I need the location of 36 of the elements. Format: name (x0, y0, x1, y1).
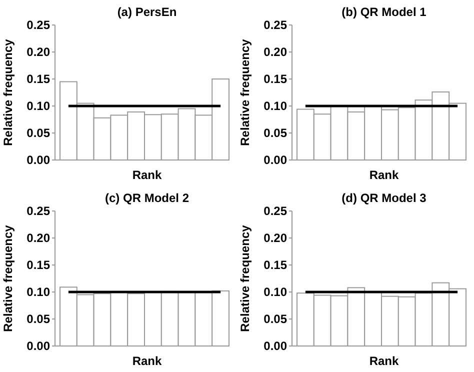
y-tick-label: 0.25 (26, 18, 50, 32)
y-tick-label: 0.15 (26, 72, 50, 86)
x-axis-title: Rank (369, 168, 399, 182)
y-tick-label: 0.15 (264, 258, 288, 272)
y-tick-label: 0.10 (26, 285, 50, 300)
y-tick-label: 0.20 (264, 45, 288, 60)
y-tick-label: 0.05 (264, 126, 288, 140)
x-axis-title: Rank (132, 354, 162, 368)
y-axis-title: Relative frequency (238, 38, 252, 146)
y-tick-label: 0.05 (26, 312, 50, 326)
x-axis-title: Rank (132, 168, 162, 182)
y-tick-label: 0.15 (26, 258, 50, 272)
y-axis-title: Relative frequency (1, 38, 15, 146)
y-tick-label: 0.10 (26, 99, 50, 114)
y-tick-label: 0.20 (264, 231, 288, 246)
y-tick-label: 0.05 (26, 126, 50, 140)
y-axis-title: Relative frequency (1, 224, 15, 332)
y-tick-label: 0.05 (264, 312, 288, 326)
y-tick-label: 0.15 (264, 72, 288, 86)
y-tick-label: 0.00 (26, 339, 50, 354)
y-tick-label: 0.00 (264, 153, 288, 168)
y-axis-title: Relative frequency (238, 224, 252, 332)
y-tick-label: 0.25 (26, 204, 50, 218)
chart-title: (b) QR Model 1 (342, 5, 427, 19)
chart-title: (c) QR Model 2 (104, 191, 190, 205)
y-tick-label: 0.25 (264, 18, 288, 32)
x-axis-title: Rank (369, 354, 399, 368)
y-tick-label: 0.00 (26, 153, 50, 168)
y-tick-label: 0.10 (264, 99, 288, 114)
y-tick-label: 0.00 (264, 339, 288, 354)
y-tick-label: 0.10 (264, 285, 288, 300)
chart-title: (d) QR Model 3 (342, 191, 427, 205)
chart-title: (a) PersEn (117, 5, 177, 19)
y-tick-label: 0.20 (26, 45, 50, 60)
y-tick-label: 0.20 (26, 231, 50, 246)
y-tick-label: 0.25 (264, 204, 288, 218)
